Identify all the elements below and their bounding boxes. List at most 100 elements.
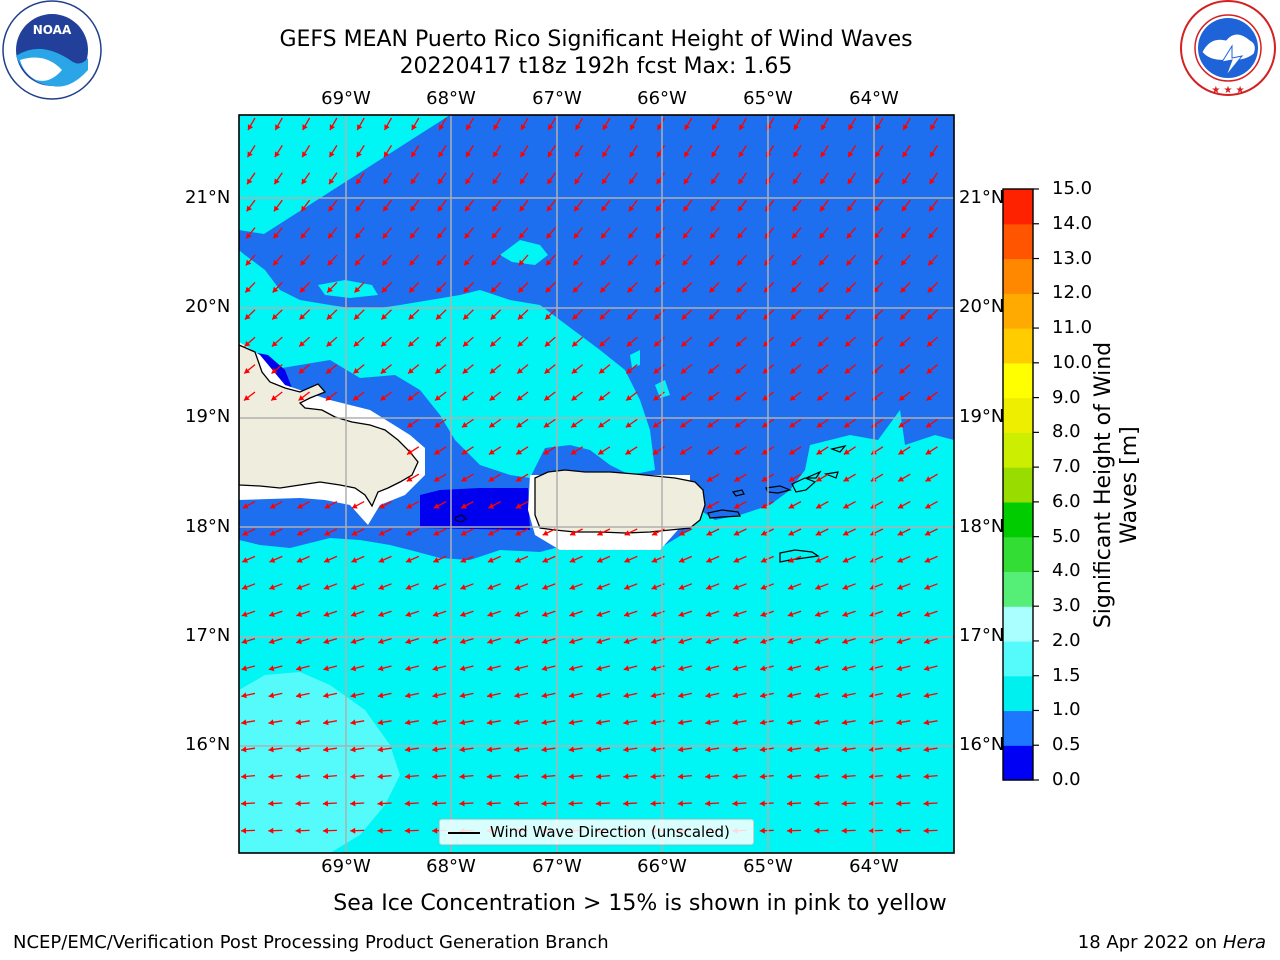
wind-wave-arrow-head [924,611,930,617]
wind-wave-arrow-head [677,773,684,780]
wind-wave-arrow-head [896,665,903,672]
wind-wave-arrow-head [601,205,607,212]
wind-wave-arrow-head [653,422,659,428]
wind-wave-arrow-head [789,395,796,401]
colorbar-bin [1003,640,1033,677]
wind-wave-arrow-head [901,205,908,212]
wind-wave-arrow-head [323,611,330,617]
wind-wave-arrow-head [568,692,575,699]
wind-wave-arrow-head [678,665,684,672]
wind-wave-arrow-head [761,476,768,482]
wind-wave-arrow-head [898,449,905,455]
wind-wave-arrow-head [596,719,602,726]
wind-wave-arrow-head [815,584,821,590]
wind-wave-arrow-head [296,665,302,672]
colorbar-bin [1003,467,1033,503]
wind-wave-arrow-head [405,665,411,672]
wind-wave-arrow-head [383,205,389,212]
contour-patch [500,240,548,265]
legend-line-icon [448,832,480,834]
wind-wave-arrow-head [678,692,684,699]
colorbar-tick-label: 14.0 [1052,212,1093,234]
wind-wave-arrow-head [464,232,471,239]
footer-date-text: 18 Apr 2022 on [1077,932,1223,953]
wind-wave-arrow-head [488,476,495,482]
wind-wave-arrow-head [845,313,852,320]
legend-label: Wind Wave Direction (unscaled) [490,823,730,841]
wind-wave-arrow-head [380,368,387,374]
wind-wave-arrow-head [271,341,278,347]
wind-wave-arrow-head [788,503,795,509]
wind-wave-arrow-head [268,800,274,807]
wind-wave-arrow-head [570,449,577,455]
wind-wave-arrow-head [460,557,467,563]
tortola-island [805,470,822,479]
wind-wave-arrow-head [516,449,523,455]
wind-wave-arrow-head [241,746,247,753]
wind-wave-arrow-head [432,827,438,834]
wind-wave-arrow-head [325,395,332,401]
wind-wave-arrow-head [547,151,553,158]
wind-wave-arrow-head [655,259,661,266]
wind-wave-arrow-head [869,719,875,726]
wind-wave-arrow-head [381,313,388,320]
wind-wave-arrow-head [815,530,822,536]
wind-wave-arrow-head [242,530,249,536]
wind-wave-arrow-head [297,530,303,536]
wind-wave-arrow-head [355,259,361,266]
wind-wave-arrow-head [541,665,548,672]
wind-wave-arrow-head [406,476,413,482]
wind-wave-arrow-head [271,395,277,401]
wind-wave-arrow-head [792,232,798,239]
wind-wave-arrow-head [350,827,356,834]
wind-wave-arrow-head [350,800,356,807]
wind-wave-arrow-head [520,151,526,158]
wind-wave-arrow-head [351,584,357,590]
wind-wave-arrow-head [295,827,301,834]
wind-wave-arrow-head [788,557,794,563]
wind-wave-arrow-head [326,313,333,320]
wind-wave-arrow-head [405,719,411,726]
wind-wave-arrow-head [903,124,909,131]
wind-wave-arrow-head [657,151,663,158]
wind-wave-arrow-head [275,124,281,131]
wind-wave-arrow-head [705,692,711,699]
wind-wave-arrow-head [432,665,439,672]
wind-wave-arrow-head [653,395,660,401]
wind-wave-arrow-head [623,746,629,753]
wind-wave-arrow-head [520,124,527,131]
wind-wave-arrow-head [519,232,525,239]
wind-wave-arrow-head [930,151,936,158]
wind-wave-arrow-head [791,259,798,266]
st-john-island [791,477,817,493]
lon-label-bottom: 65°W [743,856,793,877]
wind-wave-arrow-head [242,503,249,509]
wind-wave-arrow-head [377,692,384,699]
wind-wave-arrow-head [926,395,933,401]
wind-wave-arrow-head [602,124,608,131]
wind-wave-arrow-head [732,665,739,672]
wind-wave-arrow-head [733,611,739,617]
colorbar-tick-label: 5.0 [1052,525,1081,547]
colorbar-bin [1003,710,1033,746]
wind-wave-arrow-head [927,286,934,293]
wind-wave-arrow-head [596,638,603,645]
wind-wave-arrow-head [650,773,656,780]
wind-wave-arrow-head [542,584,548,590]
wind-wave-arrow-head [459,719,466,726]
wind-wave-arrow-head [682,259,689,266]
wind-wave-arrow-head [269,530,276,536]
wind-wave-arrow-head [459,800,465,807]
wind-wave-arrow-head [868,800,875,807]
wind-wave-arrow-head [927,341,933,347]
wind-wave-arrow-head [295,800,301,807]
wind-wave-arrow-head [514,665,520,672]
wind-wave-arrow-head [241,800,247,807]
wind-wave-arrow-head [518,259,525,266]
wind-wave-arrow-head [543,422,550,428]
wind-wave-arrow-head [517,368,523,374]
wind-wave-arrow-head [436,286,443,293]
wind-wave-arrow-head [323,665,329,672]
lon-label-bottom: 67°W [532,856,582,877]
wind-wave-arrow-head [489,422,496,428]
